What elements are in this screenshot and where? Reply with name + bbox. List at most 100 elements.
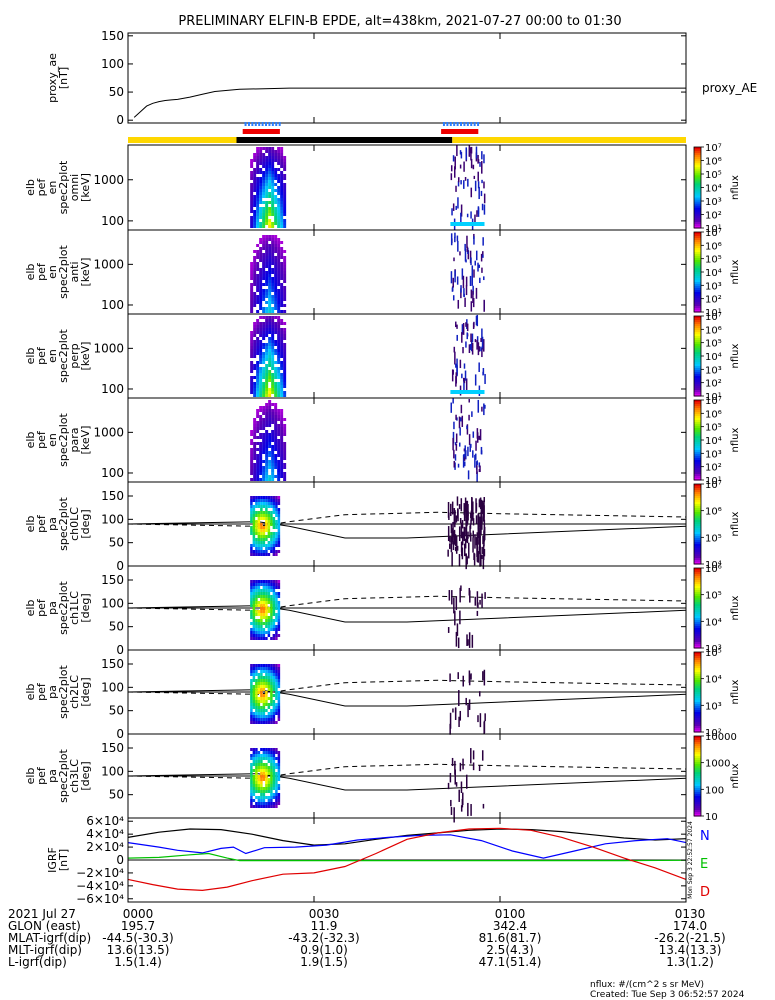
spectrogram-cell — [253, 198, 257, 201]
colorbar-swatch — [694, 304, 701, 307]
spectrogram-cell — [259, 247, 263, 250]
colorbar-swatch — [694, 266, 701, 269]
spectrogram-cell — [280, 292, 284, 295]
pa-cell — [460, 781, 463, 793]
colorbar-swatch — [694, 364, 701, 367]
pa-cell — [277, 526, 281, 529]
spectrogram-cell — [259, 256, 263, 259]
spectrogram-cell — [265, 343, 269, 346]
pa-cell — [275, 628, 278, 631]
spectrogram-cell — [459, 359, 462, 369]
spectrogram-cell — [271, 337, 275, 340]
colorbar-swatch — [694, 614, 701, 617]
pa-cell — [260, 793, 263, 796]
pa-cell — [275, 604, 278, 607]
pa-cell — [255, 625, 258, 628]
spectrogram-cell — [268, 376, 272, 379]
colorbar-swatch — [694, 153, 701, 156]
spectrogram-cell — [250, 201, 254, 204]
spectrogram-cell — [253, 457, 257, 460]
colorbar-swatch — [694, 606, 701, 609]
spectrogram-cell — [265, 394, 269, 397]
y-axis-label: pa — [46, 517, 59, 531]
pa-cell — [267, 667, 271, 670]
spectrogram-cell — [459, 164, 462, 169]
colorbar-swatch — [694, 774, 701, 777]
colorbar-swatch — [694, 408, 701, 411]
spectrogram-cell — [274, 406, 278, 409]
pa-cell — [272, 796, 276, 799]
spectrogram-cell — [256, 370, 260, 373]
spectrogram-cell — [283, 433, 287, 436]
pa-cell — [260, 526, 263, 529]
spectrogram-cell — [280, 361, 284, 364]
spectrogram-cell — [271, 253, 275, 256]
pa-cell — [267, 523, 271, 526]
spectrogram-cell — [280, 322, 284, 325]
pa-cell — [252, 610, 256, 613]
colorbar-swatch — [694, 710, 701, 713]
spectrogram-cell — [268, 319, 272, 322]
spectrogram-cell — [262, 334, 266, 337]
spectrogram-cell — [253, 469, 257, 472]
spectrogram-cell — [271, 475, 275, 478]
colorbar-swatch — [694, 526, 701, 529]
status-bar-black — [236, 137, 453, 143]
pa-cell — [277, 673, 281, 676]
spectrogram-cell — [280, 189, 284, 192]
colorbar-swatch — [694, 762, 701, 765]
pa-cell — [255, 688, 258, 691]
pa-cell — [255, 805, 258, 808]
spectrogram-cell — [274, 280, 278, 283]
y-axis-label: [keV] — [79, 173, 92, 202]
pa-cell — [252, 553, 256, 556]
colorbar-swatch — [694, 328, 701, 331]
spectrogram-cell — [256, 340, 260, 343]
spectrogram-cell — [250, 177, 254, 180]
spectrogram-cell — [274, 370, 278, 373]
pa-cell — [277, 538, 281, 541]
footer-value: 47.1(51.4) — [479, 955, 542, 969]
footer-value: 11.9 — [311, 919, 338, 933]
colorbar-swatch — [694, 506, 701, 509]
spectrogram-cell — [250, 189, 254, 192]
spectrogram-cell — [274, 448, 278, 451]
spectrogram-cell — [277, 201, 281, 204]
spectrogram-cell — [283, 225, 287, 228]
colorbar-swatch — [694, 412, 701, 415]
spectrogram-cell — [250, 204, 254, 207]
spectrogram-cell — [250, 388, 254, 391]
spectrogram-cell — [250, 334, 254, 337]
colorbar-tick-label: 10⁶ — [705, 325, 722, 336]
spectrogram-cell — [262, 253, 266, 256]
pa-cell — [255, 754, 258, 757]
spectrogram-cell — [274, 219, 278, 222]
spectrogram-cell — [253, 388, 257, 391]
pa-cell — [267, 625, 271, 628]
pa-cell — [262, 688, 266, 691]
pa-cell — [255, 700, 258, 703]
spectrogram-cell — [265, 391, 269, 394]
pa-cell — [257, 673, 261, 676]
pa-cell — [265, 697, 268, 700]
spectrogram-cell — [253, 451, 257, 454]
pa-cell — [472, 513, 474, 521]
spectrogram-cell — [470, 443, 472, 448]
spectrogram-cell — [250, 198, 254, 201]
pa-cell — [252, 511, 256, 514]
spectrogram-cell — [265, 156, 269, 159]
spectrogram-cell — [253, 472, 257, 475]
spectrogram-cell — [250, 216, 254, 219]
spectrogram-cell — [256, 364, 260, 367]
spectrogram-cell — [280, 256, 284, 259]
colorbar-tick-label: 10⁶ — [705, 564, 722, 575]
pa-cell — [260, 550, 263, 553]
spectrogram-cell — [268, 418, 272, 421]
y-axis-label: anti — [68, 261, 81, 282]
pa-cell — [267, 622, 271, 625]
spectrogram-cell — [256, 186, 260, 189]
pa-cell — [275, 796, 278, 799]
spectrogram-cell — [280, 201, 284, 204]
pa-cell — [260, 763, 263, 766]
spectrogram-cell — [271, 409, 275, 412]
